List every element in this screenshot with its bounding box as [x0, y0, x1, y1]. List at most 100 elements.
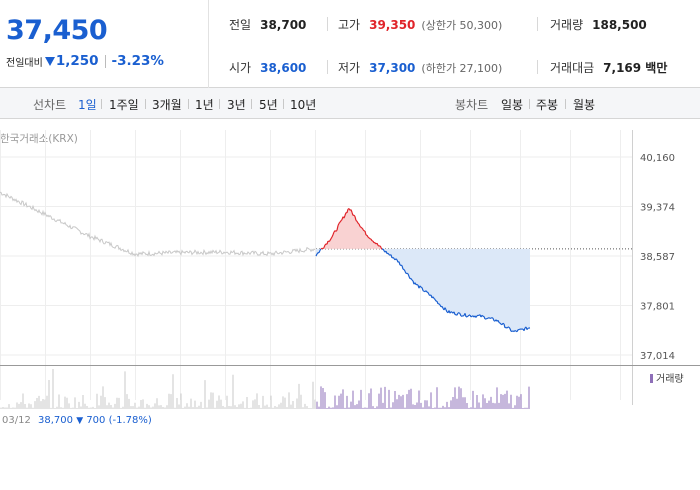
stat-label: 저가 — [338, 61, 361, 75]
today-price-segment — [441, 306, 444, 309]
prev-day-price-line — [0, 191, 316, 258]
today-price-segment — [362, 229, 365, 232]
today-price-segment — [370, 238, 373, 242]
divider — [219, 99, 220, 109]
today-price-segment — [506, 326, 509, 329]
period-tab-1d[interactable]: 1일 — [78, 98, 97, 112]
divider — [327, 60, 328, 74]
today-price-segment — [355, 220, 358, 222]
today-price-segment — [433, 298, 436, 300]
today-price-segment — [456, 312, 459, 316]
today-price-segment — [387, 252, 390, 255]
today-price-segment — [414, 282, 417, 285]
stat-value: 38,700 — [260, 18, 307, 32]
today-price-segment — [502, 322, 505, 325]
down-triangle-icon — [44, 56, 55, 66]
today-price-segment — [508, 326, 511, 329]
today-price-segment — [315, 253, 318, 257]
today-price-segment — [501, 322, 504, 326]
today-price-segment — [320, 247, 323, 250]
divider — [188, 99, 189, 109]
today-price-segment — [514, 329, 517, 332]
candle-chart-label: 봉차트 — [455, 98, 489, 112]
exchange-label: 한국거래소(KRX) — [0, 133, 78, 145]
today-price-segment — [518, 328, 521, 331]
today-price-segment — [361, 227, 364, 230]
divider — [283, 99, 284, 109]
period-tab-1w[interactable]: 1주일 — [109, 98, 139, 112]
today-price-segment — [334, 230, 337, 232]
today-price-segment — [330, 236, 333, 239]
today-price-segment — [353, 214, 356, 217]
today-price-segment — [340, 219, 343, 222]
prev-day-summary: 03/12 38,700 ▼ 700 (-1.78%) — [2, 415, 152, 426]
today-price-segment — [469, 314, 472, 318]
today-price-segment — [392, 257, 395, 259]
candle-tab-monthly[interactable]: 월봉 — [573, 98, 596, 112]
today-price-segment — [323, 244, 326, 248]
period-tab-5y[interactable]: 5년 — [259, 98, 278, 112]
today-price-segment — [481, 314, 484, 317]
today-price-segment — [359, 225, 362, 228]
candle-tab-daily[interactable]: 일봉 — [501, 98, 524, 112]
today-price-segment — [427, 292, 430, 295]
intraday-price-chart: 40,16039,37438,58737,80137,014거래량03/1310… — [0, 130, 700, 409]
prev-close: 38,700 — [38, 415, 74, 426]
stat-label: 고가 — [338, 18, 361, 32]
today-price-segment — [401, 265, 404, 270]
today-price-segment — [356, 220, 359, 224]
today-price-segment — [329, 238, 332, 241]
today-price-segment — [416, 283, 419, 286]
today-price-segment — [354, 216, 357, 221]
divider — [529, 99, 530, 109]
today-price-segment — [316, 252, 319, 255]
today-price-segment — [464, 313, 467, 317]
period-tab-10y[interactable]: 10년 — [290, 98, 317, 112]
change-percent: -3.23% — [111, 53, 164, 69]
divider — [251, 99, 252, 109]
today-price-segment — [319, 248, 322, 251]
today-price-segment — [338, 221, 341, 224]
today-price-segment — [475, 315, 478, 318]
period-tab-3y[interactable]: 3년 — [227, 98, 246, 112]
today-price-segment — [419, 285, 422, 288]
today-price-segment — [335, 229, 338, 232]
candle-tab-weekly[interactable]: 주봉 — [536, 98, 559, 112]
stat-label: 전일 — [229, 18, 252, 32]
today-price-segment — [526, 327, 529, 331]
today-price-segment — [364, 230, 367, 236]
down-triangle-icon: ▼ — [76, 416, 84, 426]
today-price-segment — [421, 287, 424, 291]
today-price-segment — [372, 240, 375, 244]
period-tab-1y[interactable]: 1년 — [195, 98, 214, 112]
today-price-segment — [432, 296, 435, 299]
today-price-segment — [324, 243, 327, 246]
lower-limit: (하한가 27,100) — [421, 62, 503, 75]
today-price-segment — [381, 248, 384, 251]
today-price-segment — [498, 321, 501, 324]
today-price-segment — [357, 222, 360, 225]
line-chart-label: 선차트 — [33, 98, 67, 112]
today-price-segment — [343, 215, 346, 219]
price-box: 37,450 전일대비 1,250 -3.23% — [0, 0, 209, 88]
prev-date: 03/12 — [2, 415, 31, 426]
divider — [104, 54, 106, 68]
today-price-segment — [318, 250, 321, 253]
stat-prev-close: 전일 38,700 — [229, 16, 306, 33]
y-tick-label: 40,160 — [640, 153, 675, 164]
quote-header: 37,450 전일대비 1,250 -3.23% 전일 38,700 고가 39… — [0, 0, 700, 88]
today-price-segment — [428, 294, 431, 297]
stat-low: 저가 37,300 (하한가 27,100) — [338, 59, 502, 76]
y-tick-label: 38,587 — [640, 252, 675, 263]
today-price-segment — [513, 330, 516, 333]
today-price-segment — [444, 307, 447, 311]
divider — [327, 17, 328, 31]
divider — [537, 60, 538, 74]
period-tab-3m[interactable]: 3개월 — [152, 98, 182, 112]
today-price-segment — [377, 244, 380, 247]
today-price-segment — [403, 269, 406, 272]
today-price-segment — [407, 273, 410, 277]
stat-value: 188,500 — [592, 18, 647, 32]
divider — [101, 99, 102, 109]
today-price-segment — [512, 330, 515, 333]
